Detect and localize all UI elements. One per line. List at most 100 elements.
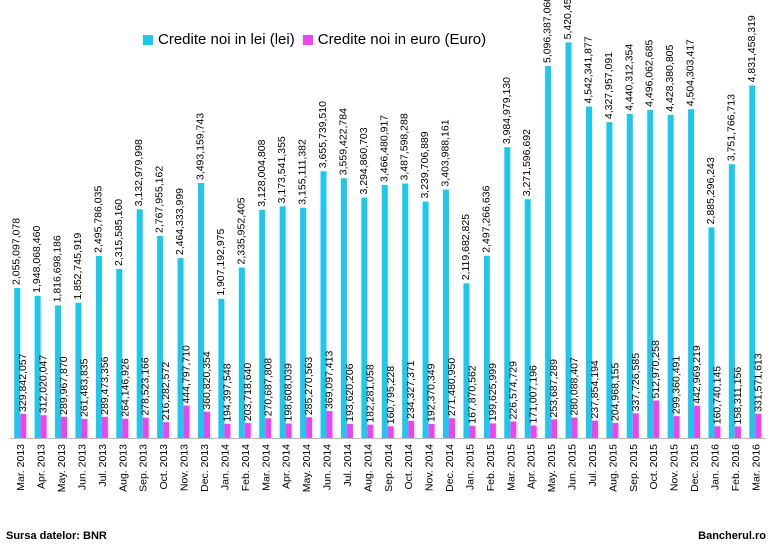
data-label-euro: 289,473,356 (99, 356, 111, 415)
data-label-lei: 4,496,062,685 (644, 40, 656, 107)
bar-euro (694, 405, 701, 438)
legend-swatch-euro (302, 34, 313, 45)
bar-euro (101, 416, 108, 438)
x-tick-label: Mar. 2015 (505, 444, 517, 491)
bar-lei (667, 114, 674, 438)
data-label-euro: 160,795,228 (385, 366, 397, 425)
x-tick-label: May. 2015 (546, 444, 558, 492)
bar-lei (483, 255, 490, 438)
x-tick-label: Jul. 2015 (587, 444, 599, 487)
bar-euro (612, 423, 619, 438)
bar-lei (402, 183, 409, 438)
bar-lei (504, 147, 511, 438)
x-tick-label: Feb. 2016 (730, 444, 742, 491)
data-label-euro: 444,797,710 (181, 345, 193, 404)
x-tick-label: Mar. 2016 (750, 444, 762, 491)
x-tick-label: Oct. 2013 (158, 444, 170, 490)
data-label-lei: 1,852,745,919 (72, 232, 84, 299)
bar-lei (197, 183, 204, 438)
x-tick-label: Jan. 2014 (219, 444, 231, 490)
data-label-lei: 3,655,739,510 (317, 101, 329, 168)
bar-lei (34, 295, 41, 438)
bar-lei (75, 302, 82, 438)
data-label-euro: 253,687,289 (548, 359, 560, 418)
brand-note: Bancherul.ro (698, 530, 766, 542)
bar-lei (749, 85, 756, 438)
bar-euro (530, 425, 537, 438)
data-label-lei: 3,493,159,743 (194, 113, 206, 180)
x-tick-label: Oct. 2014 (403, 444, 415, 490)
data-label-euro: 271,480,950 (446, 358, 458, 417)
x-tick-label: Dec. 2013 (199, 444, 211, 492)
bar-euro (469, 425, 476, 438)
bar-lei (279, 206, 286, 438)
legend-item-euro: Credite noi in euro (Euro) (302, 31, 487, 48)
bar-euro (285, 423, 292, 438)
bar-lei (340, 178, 347, 438)
bar-euro (346, 423, 353, 438)
x-tick-label: Nov. 2014 (424, 444, 436, 491)
x-tick-label: Mar. 2013 (15, 444, 27, 491)
bar-euro (326, 411, 333, 438)
data-label-lei: 2,497,266,636 (480, 185, 492, 252)
data-label-euro: 270,687,808 (262, 358, 274, 417)
data-label-euro: 280,088,407 (569, 357, 581, 416)
bar-euro (387, 426, 394, 438)
bar-euro (20, 413, 27, 438)
bar-lei (565, 42, 572, 439)
legend-label-euro: Credite noi in euro (Euro) (317, 31, 487, 48)
bar-lei (177, 258, 184, 438)
x-tick-label: Apr. 2014 (281, 444, 293, 489)
x-tick-label: May. 2013 (56, 444, 68, 492)
x-tick-label: May. 2014 (301, 444, 313, 492)
legend-label-lei: Credite noi in lei (lei) (158, 31, 295, 48)
x-tick-label: Jan. 2016 (709, 444, 721, 490)
data-label-lei: 3,271,596,692 (521, 129, 533, 196)
data-label-euro: 360,820,354 (201, 351, 213, 410)
bar-euro (632, 413, 639, 438)
bar-euro (408, 420, 415, 438)
bar-lei (259, 209, 266, 438)
data-label-lei: 3,173,541,355 (276, 136, 288, 203)
data-label-lei: 3,155,111,382 (297, 139, 309, 205)
data-label-lei: 4,440,312,354 (623, 44, 635, 111)
data-label-lei: 2,885,296,243 (705, 157, 717, 224)
bar-euro (265, 418, 272, 438)
bar-lei (626, 113, 633, 439)
data-label-lei: 1,907,192,975 (215, 229, 227, 296)
bar-euro (428, 423, 435, 438)
x-tick-label: Feb. 2014 (240, 444, 252, 491)
data-label-euro: 337,726,585 (630, 353, 642, 412)
data-label-lei: 4,327,957,091 (603, 52, 615, 119)
bar-euro (81, 418, 88, 438)
x-tick-label: Jun. 2014 (322, 444, 334, 490)
data-label-lei: 3,559,422,784 (337, 108, 349, 175)
data-label-lei: 2,055,097,078 (11, 218, 23, 285)
x-tick-label: Apr. 2013 (36, 444, 48, 489)
data-label-lei: 2,767,955,162 (154, 166, 166, 233)
data-label-lei: 1,816,698,186 (52, 235, 64, 302)
bar-chart: 2,055,097,078 329,842,057 Mar. 2013 1,948,0… (10, 0, 766, 492)
bar-lei (443, 189, 450, 438)
bar-euro (122, 418, 129, 438)
bar-lei (688, 109, 695, 439)
data-label-euro: 192,370,349 (426, 363, 438, 422)
source-note: Sursa datelor: BNR (6, 530, 107, 542)
data-label-lei: 4,504,303,417 (685, 39, 697, 106)
bar-lei (14, 288, 21, 438)
x-tick-label: Sep. 2014 (383, 444, 395, 492)
data-label-euro: 369,097,413 (324, 351, 336, 410)
data-label-euro: 299,360,491 (671, 356, 683, 415)
data-label-euro: 234,327,371 (405, 360, 417, 419)
bar-lei (606, 122, 613, 438)
bar-lei (647, 109, 654, 438)
data-label-lei: 2,335,952,405 (235, 197, 247, 264)
x-tick-label: Nov. 2015 (669, 444, 681, 491)
bar-euro (551, 419, 558, 438)
bar-euro (142, 417, 149, 438)
x-tick-label: Oct. 2015 (648, 444, 660, 490)
data-label-euro: 194,397,548 (221, 363, 233, 422)
x-tick-label: Jun. 2015 (567, 444, 579, 490)
data-label-euro: 199,625,999 (487, 363, 499, 422)
legend-swatch-lei (143, 34, 153, 45)
